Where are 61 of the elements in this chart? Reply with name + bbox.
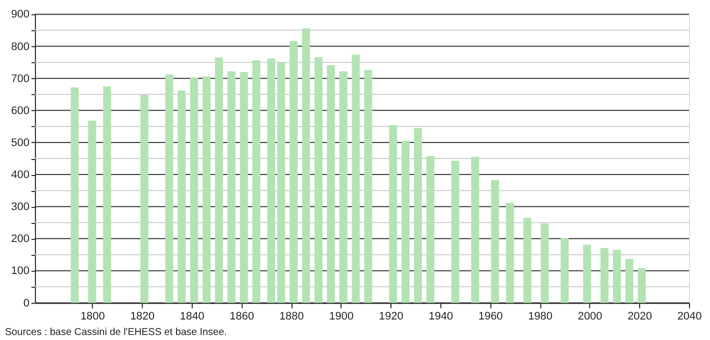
y-tick-label: 600 — [11, 104, 30, 117]
bar — [506, 202, 514, 303]
bar — [560, 238, 569, 303]
bar — [140, 95, 148, 303]
x-tick-label: 1900 — [329, 310, 354, 322]
y-tick-label: 0 — [23, 297, 30, 310]
x-tick-label: 1880 — [279, 310, 304, 322]
bar — [638, 268, 646, 303]
x-tick-label: 1960 — [478, 310, 503, 322]
x-tick-label: 1940 — [428, 310, 454, 322]
x-tick-label: 2020 — [628, 310, 652, 322]
bar — [190, 77, 198, 303]
y-tick-label: 400 — [11, 169, 30, 182]
bar — [600, 248, 608, 303]
bar — [523, 218, 532, 303]
bar — [252, 60, 260, 303]
x-tick-label: 1980 — [528, 310, 553, 322]
x-tick-label: 2000 — [578, 310, 602, 322]
bar — [612, 250, 621, 303]
x-tick-label: 1920 — [378, 310, 404, 322]
bar — [426, 156, 434, 303]
bar — [314, 57, 322, 303]
bar — [103, 86, 112, 303]
y-tick-label: 700 — [11, 72, 30, 85]
bar — [290, 41, 298, 303]
y-tick-label: 100 — [11, 265, 30, 278]
bar — [214, 58, 223, 303]
bar — [178, 90, 186, 303]
x-tick-label: 2040 — [677, 310, 702, 322]
source-note: Sources : base Cassini de l'EHESS et base Insee. — [4, 326, 227, 338]
x-tick-label: 1800 — [80, 310, 105, 322]
y-tick-label: 200 — [11, 233, 30, 246]
bar — [267, 58, 276, 303]
bar — [491, 180, 500, 303]
bar — [451, 160, 460, 303]
bar — [352, 54, 360, 303]
y-tick-label: 800 — [11, 40, 30, 53]
bar — [471, 156, 480, 303]
x-tick-label: 1860 — [230, 310, 254, 322]
bar — [339, 71, 348, 303]
bar — [88, 120, 96, 303]
bar — [70, 87, 79, 303]
bar — [402, 140, 410, 303]
bar — [583, 244, 592, 303]
bar — [202, 76, 211, 303]
bar — [302, 28, 310, 303]
bar — [326, 65, 335, 303]
y-tick-label: 500 — [11, 136, 30, 149]
bar — [540, 224, 549, 303]
bar — [227, 71, 236, 303]
x-tick-label: 1820 — [130, 310, 155, 322]
bar — [625, 258, 634, 303]
bar — [364, 70, 372, 303]
bar — [389, 125, 398, 303]
y-tick-label: 300 — [11, 201, 30, 214]
y-tick-label: 900 — [11, 8, 30, 21]
bar — [414, 128, 422, 303]
bar — [165, 74, 174, 303]
bar — [277, 62, 286, 303]
x-tick-label: 1840 — [180, 310, 204, 322]
bar — [240, 72, 248, 303]
